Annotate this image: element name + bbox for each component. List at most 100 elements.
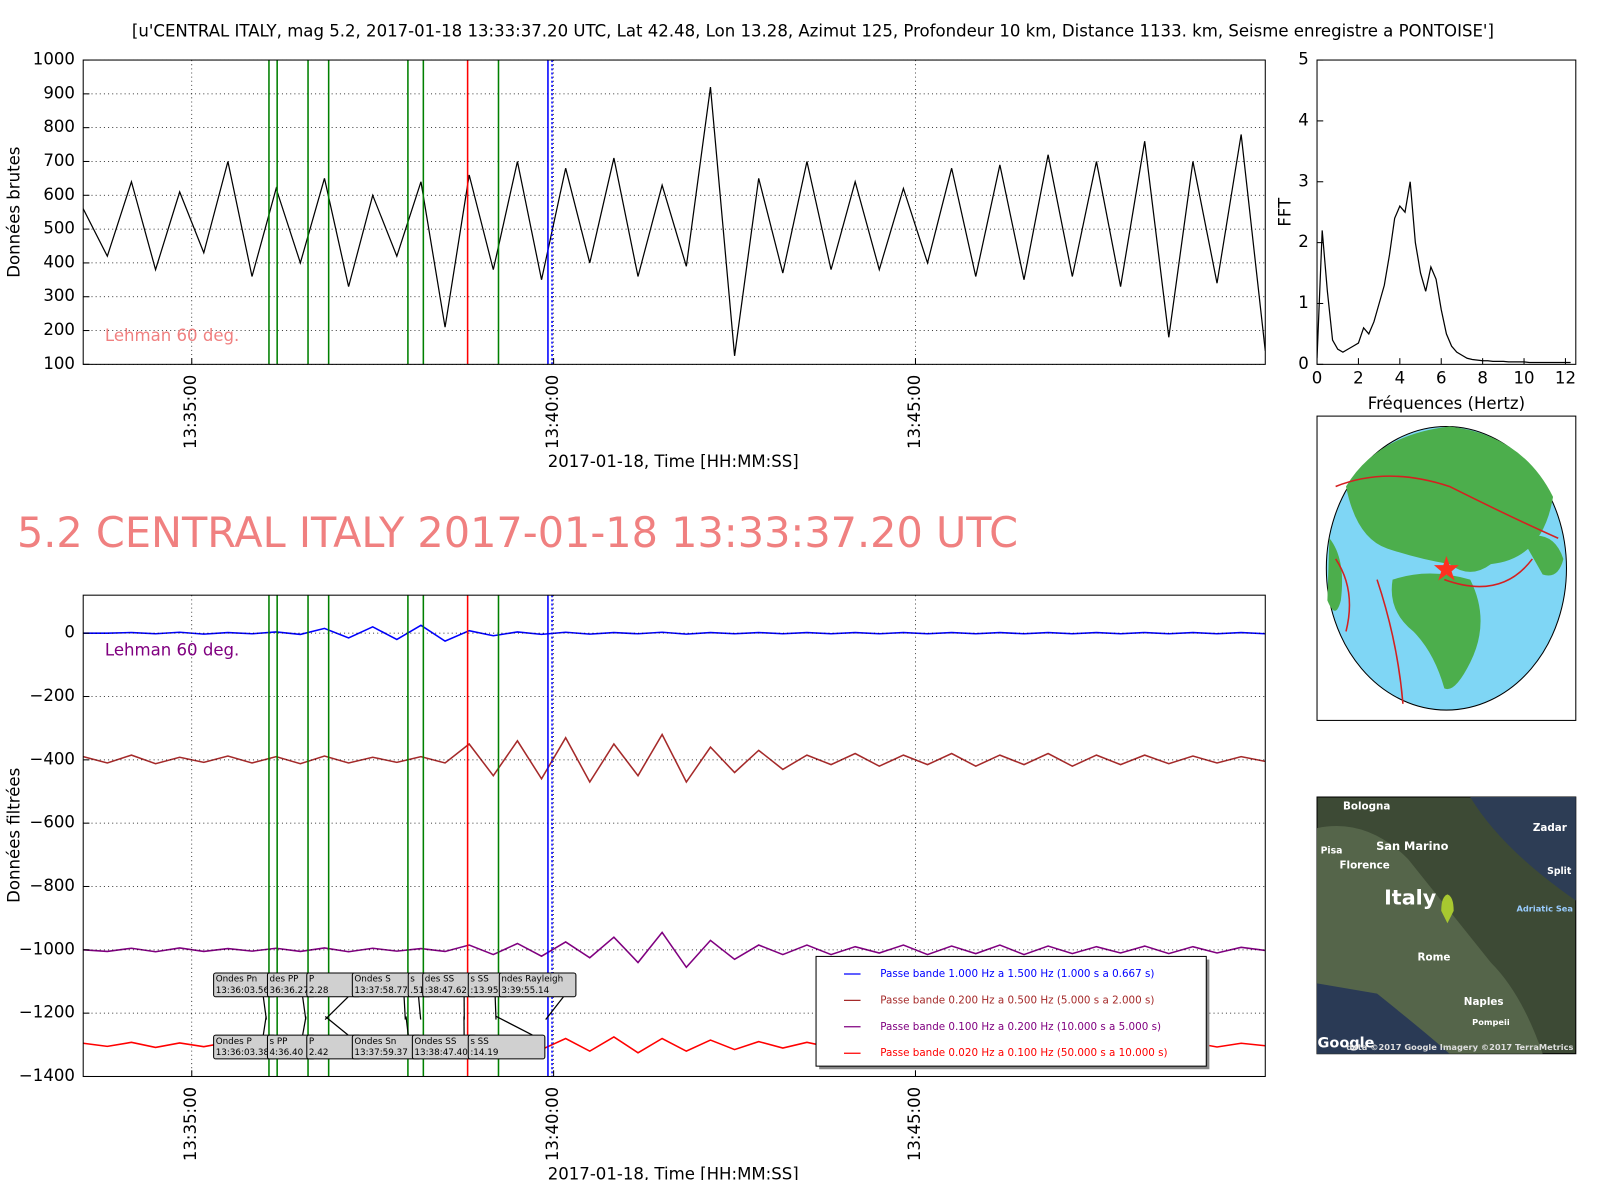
arrival-label: :38:47.62 xyxy=(425,986,467,996)
arrival-label: :13.95 xyxy=(470,986,498,996)
plot-area xyxy=(1317,181,1571,364)
arrival-label: 2.28 xyxy=(309,986,329,996)
y-tick-label: 0 xyxy=(1298,354,1309,373)
arrival-arrow xyxy=(324,1015,349,1036)
y-tick-label: 500 xyxy=(43,219,75,238)
y-tick-label: −1000 xyxy=(19,939,75,958)
legend: Passe bande 1.000 Hz a 1.500 Hz (1.000 s… xyxy=(815,955,1210,1070)
arrival-label: Ondes SS xyxy=(414,1037,456,1047)
annotation: Lehman 60 deg. xyxy=(105,641,239,660)
arrival-label: Ondes S xyxy=(354,975,391,985)
arrival-arrow xyxy=(405,1016,409,1036)
map-label: Pompeii xyxy=(1472,1017,1510,1027)
italy-map: Bologna Zadar Pisa San Marino Florence Split I… xyxy=(1316,796,1577,1055)
arrival-box xyxy=(467,1034,546,1060)
map-label: Italy xyxy=(1384,885,1437,909)
filtered-trace xyxy=(83,624,1266,643)
map-label: Adriatic Sea xyxy=(1516,903,1573,913)
arrival-label: s PP xyxy=(270,1037,288,1047)
y-tick-label: −200 xyxy=(29,686,74,705)
arrival-label: 13:36:03.56 xyxy=(216,986,270,996)
heading: 5.2 CENTRAL ITALY 2017-01-18 13:33:37.20… xyxy=(17,509,1018,557)
arrival-arrow xyxy=(545,996,564,1020)
y-tick-label: 0 xyxy=(64,623,75,642)
arrival-label: s SS xyxy=(470,975,489,985)
x-tick-label: 13:35:00 xyxy=(181,375,200,449)
map-label: Pisa xyxy=(1321,845,1343,856)
x-axis-label: Fréquences (Hertz) xyxy=(1368,394,1525,413)
arrival-label: 13:36:03.38 xyxy=(216,1048,269,1058)
arrival-label: P xyxy=(309,975,314,985)
trace xyxy=(1317,181,1571,364)
y-axis-label: Données filtrées xyxy=(4,768,23,903)
axes-frame xyxy=(82,594,1266,1078)
annotation: Lehman 60 deg. xyxy=(105,326,239,345)
y-tick-label: 1000 xyxy=(33,50,75,69)
y-axis-label: Données brutes xyxy=(4,147,23,278)
y-tick-label: 900 xyxy=(43,83,75,102)
x-tick-label: 6 xyxy=(1436,368,1447,387)
x-tick-label: 8 xyxy=(1477,368,1488,387)
y-tick-label: −600 xyxy=(29,813,74,832)
y-tick-label: −400 xyxy=(29,749,74,768)
y-tick-label: 800 xyxy=(43,117,75,136)
arrival-label: s SS xyxy=(470,1037,489,1047)
y-tick-label: 600 xyxy=(43,185,75,204)
y-tick-label: 100 xyxy=(43,354,75,373)
filtered-trace xyxy=(83,732,1266,784)
arrival-label: .51 xyxy=(410,986,424,996)
map-label: Split xyxy=(1547,866,1572,877)
arrival-label: Ondes Pn xyxy=(216,975,258,985)
arrival-label: 13:37:59.37 xyxy=(354,1048,407,1058)
arrival-label: ndes Rayleigh xyxy=(501,975,563,985)
x-tick-label: 13:45:00 xyxy=(905,375,924,449)
y-tick-label: 1 xyxy=(1298,293,1309,312)
x-tick-label: 10 xyxy=(1514,368,1535,387)
y-tick-label: 400 xyxy=(43,252,75,271)
x-axis-label: 2017-01-18, Time [HH:MM:SS] xyxy=(548,452,799,471)
arrival-label: des SS xyxy=(425,975,455,985)
arrival-arrow xyxy=(403,996,406,1020)
y-tick-label: 5 xyxy=(1298,50,1309,69)
x-tick-label: 13:35:00 xyxy=(181,1087,200,1161)
x-tick-label: 2 xyxy=(1353,368,1364,387)
arrival-arrow xyxy=(417,996,422,1020)
plot-area xyxy=(83,624,1266,1054)
x-tick-label: 12 xyxy=(1555,368,1576,387)
arrival-box xyxy=(498,972,577,998)
arrival-arrow xyxy=(494,996,497,1020)
trace xyxy=(83,86,1266,356)
x-tick-label: 13:45:00 xyxy=(905,1087,924,1161)
axes-frame xyxy=(82,59,1266,365)
x-axis-label: 2017-01-18, Time [HH:MM:SS] xyxy=(548,1164,799,1180)
y-tick-label: 200 xyxy=(43,320,75,339)
x-tick-label: 13:40:00 xyxy=(543,375,562,449)
filtered-trace xyxy=(83,931,1266,969)
map-label: San Marino xyxy=(1376,839,1449,853)
arrival-label: s xyxy=(410,975,415,985)
map-label: Florence xyxy=(1339,859,1389,871)
y-tick-label: −1200 xyxy=(19,1003,75,1022)
y-tick-label: 3 xyxy=(1298,171,1309,190)
chart-title: [u'CENTRAL ITALY, mag 5.2, 2017-01-18 13… xyxy=(132,22,1494,41)
plot-area xyxy=(83,86,1266,356)
legend-box xyxy=(815,955,1207,1067)
map-label: data ©2017 Google Imagery ©2017 TerraMet… xyxy=(1346,1042,1573,1052)
arrival-arrow xyxy=(324,996,349,1021)
arrival-arrow xyxy=(262,1016,267,1036)
y-axis-label: FFT xyxy=(1275,197,1294,227)
y-tick-label: 700 xyxy=(43,151,75,170)
arrival-label: 36:36.27 xyxy=(270,986,309,996)
y-tick-label: 4 xyxy=(1298,110,1309,129)
arrival-label: 2.42 xyxy=(309,1048,329,1058)
y-tick-label: −1400 xyxy=(19,1066,75,1085)
arrival-label: des PP xyxy=(270,975,299,985)
arrival-arrow xyxy=(302,1016,307,1036)
arrival-label: 4:36.40 xyxy=(270,1048,304,1058)
x-tick-label: 0 xyxy=(1312,368,1323,387)
arrival-label: Ondes P xyxy=(216,1037,252,1047)
arrival-label: 13:38:47.40 xyxy=(414,1048,467,1058)
map-label: Zadar xyxy=(1533,822,1568,834)
arrival-label: P xyxy=(309,1037,314,1047)
